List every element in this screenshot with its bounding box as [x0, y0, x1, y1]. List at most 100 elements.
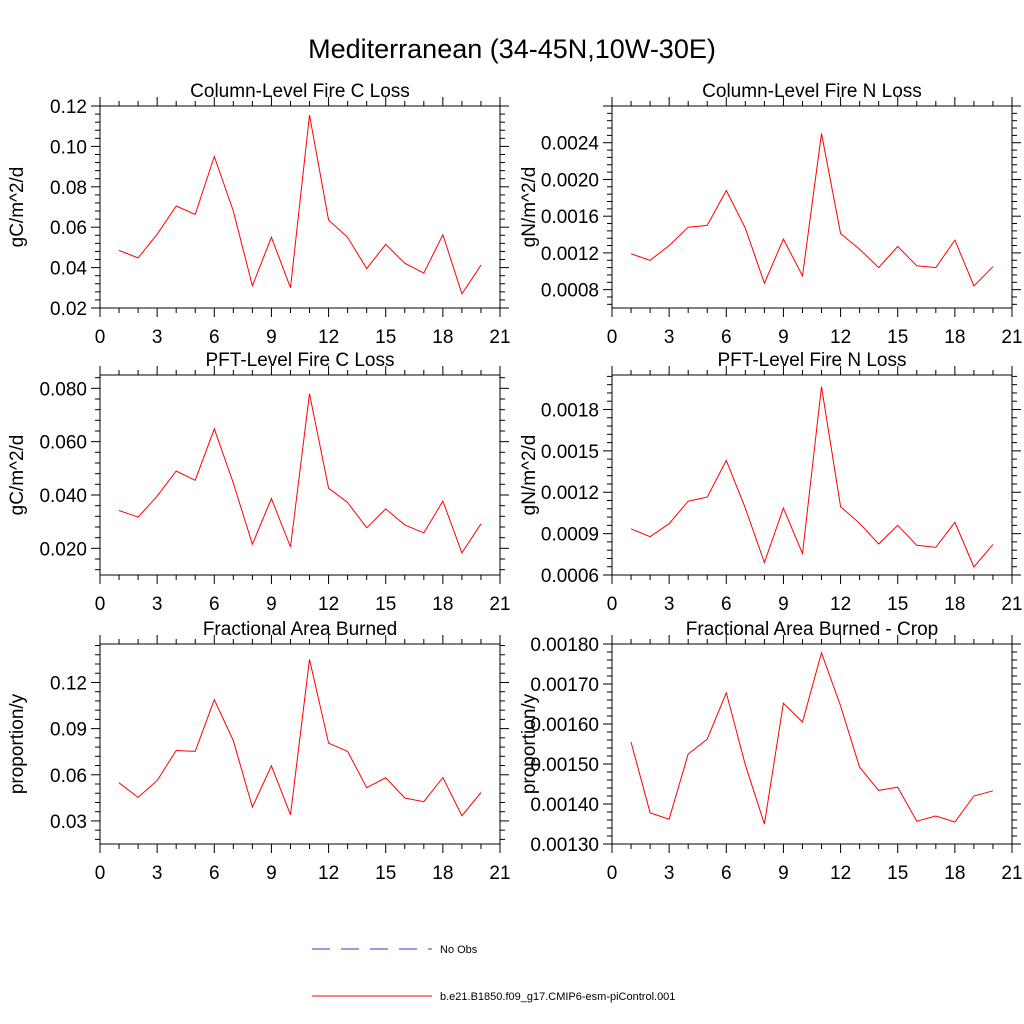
y-tick-label: 0.0016: [541, 207, 599, 228]
x-tick-label: 6: [209, 327, 220, 348]
y-tick-label: 0.02: [50, 299, 87, 320]
x-tick-label: 15: [887, 863, 908, 884]
x-tick-label: 12: [830, 594, 851, 615]
series-line: [118, 659, 482, 817]
x-tick-label: 15: [887, 594, 908, 615]
series-line: [630, 133, 994, 287]
y-tick-label: 0.04: [50, 259, 87, 280]
y-tick-label: 0.06: [50, 218, 87, 239]
legend-no-obs-label: No Obs: [440, 944, 478, 956]
x-tick-label: 12: [318, 327, 339, 348]
series-line: [118, 115, 482, 296]
x-tick-label: 9: [266, 327, 277, 348]
x-tick-label: 18: [432, 594, 453, 615]
y-tick-label: 0.08: [50, 178, 87, 199]
legend-series-label: b.e21.B1850.f09_g17.CMIP6-esm-piControl.…: [440, 991, 675, 1003]
x-tick-label: 18: [432, 863, 453, 884]
x-tick-label: 15: [887, 327, 908, 348]
x-tick-label: 18: [944, 327, 965, 348]
y-tick-label: 0.0012: [541, 483, 599, 504]
y-tick-label: 0.0006: [541, 566, 599, 587]
y-tick-label: 0.060: [39, 433, 87, 454]
x-tick-label: 21: [489, 327, 510, 348]
x-tick-label: 15: [375, 327, 396, 348]
y-tick-label: 0.00160: [530, 715, 599, 736]
x-tick-label: 21: [489, 594, 510, 615]
y-tick-label: 0.12: [50, 97, 87, 118]
plot-frame: [99, 374, 501, 576]
x-tick-label: 12: [830, 327, 851, 348]
y-axis-label: gN/m^2/d: [519, 435, 540, 516]
series-line: [118, 393, 482, 555]
x-tick-label: 21: [1001, 863, 1022, 884]
x-tick-label: 12: [318, 863, 339, 884]
x-tick-label: 21: [1001, 327, 1022, 348]
y-tick-label: 0.00130: [530, 835, 599, 856]
x-tick-label: 9: [778, 594, 789, 615]
y-axis-label: proportion/y: [519, 693, 540, 794]
x-tick-label: 3: [152, 863, 163, 884]
y-tick-label: 0.040: [39, 486, 87, 507]
y-tick-label: 0.06: [50, 766, 87, 787]
y-axis-label: gN/m^2/d: [519, 167, 540, 248]
y-tick-label: 0.03: [50, 812, 87, 833]
x-tick-label: 0: [607, 863, 618, 884]
y-tick-label: 0.020: [39, 539, 87, 560]
y-tick-label: 0.00180: [530, 635, 599, 656]
figure-title: Mediterranean (34-45N,10W-30E): [308, 34, 716, 64]
y-tick-label: 0.00170: [530, 675, 599, 696]
panel-title: Fractional Area Burned: [203, 619, 397, 640]
y-tick-label: 0.0024: [541, 134, 600, 155]
panel-pft-level-fire-n-loss: PFT-Level Fire N Loss gN/m^2/d 0 3 6 9 12 15 18 2…: [519, 350, 1023, 615]
x-tick-label: 0: [607, 327, 618, 348]
x-tick-label: 6: [209, 863, 220, 884]
series-line: [630, 651, 994, 825]
x-tick-label: 3: [664, 327, 675, 348]
x-tick-label: 9: [778, 863, 789, 884]
x-tick-label: 9: [266, 863, 277, 884]
plot-frame: [99, 643, 501, 845]
panel-column-level-fire-c-loss: Column-Level Fire C Loss gC/m^2/d 0 3 6 9 12 15…: [7, 81, 511, 348]
y-tick-label: 0.0020: [541, 170, 599, 191]
panel-title: Fractional Area Burned - Crop: [686, 619, 938, 640]
legend: No Obs b.e21.B1850.f09_g17.CMIP6-esm-piC…: [312, 944, 675, 1003]
plot-frame: [99, 105, 501, 309]
y-tick-label: 0.0008: [541, 281, 599, 302]
x-tick-label: 3: [664, 863, 675, 884]
series-line: [630, 386, 994, 568]
panel-column-level-fire-n-loss: Column-Level Fire N Loss gN/m^2/d 0 3 6 9 12 15…: [519, 81, 1023, 348]
x-tick-label: 15: [375, 863, 396, 884]
panel-fractional-area-burned: Fractional Area Burned proportion/y 0 3 6 9 12…: [7, 619, 511, 884]
x-tick-label: 3: [664, 594, 675, 615]
x-tick-label: 18: [944, 594, 965, 615]
y-tick-label: 0.0015: [541, 442, 599, 463]
y-axis-label: gC/m^2/d: [7, 167, 28, 248]
y-tick-label: 0.10: [50, 137, 87, 158]
x-tick-label: 0: [607, 594, 618, 615]
y-tick-label: 0.0009: [541, 525, 599, 546]
y-tick-label: 0.12: [50, 673, 87, 694]
y-axis-label: gC/m^2/d: [7, 435, 28, 516]
x-tick-label: 6: [209, 594, 220, 615]
x-tick-label: 6: [721, 327, 732, 348]
plot-frame: [611, 643, 1013, 845]
y-axis-label: proportion/y: [7, 693, 28, 794]
x-tick-label: 15: [375, 594, 396, 615]
x-tick-label: 6: [721, 594, 732, 615]
x-tick-label: 3: [152, 594, 163, 615]
x-tick-label: 18: [432, 327, 453, 348]
panel-title: PFT-Level Fire N Loss: [718, 350, 907, 371]
y-tick-label: 0.00140: [530, 795, 599, 816]
plot-frame: [611, 374, 1013, 576]
x-tick-label: 18: [944, 863, 965, 884]
panel-pft-level-fire-c-loss: PFT-Level Fire C Loss gC/m^2/d 0 3 6 9 12 15 18 2…: [7, 350, 511, 615]
panel-title: PFT-Level Fire C Loss: [206, 350, 395, 371]
panels: Column-Level Fire C Loss gC/m^2/d 0 3 6 9 12 15…: [7, 81, 1023, 884]
panel-fractional-area-burned-crop: Fractional Area Burned - Crop proportion/…: [519, 619, 1023, 884]
x-tick-label: 3: [152, 327, 163, 348]
y-tick-label: 0.080: [39, 379, 87, 400]
x-tick-label: 9: [266, 594, 277, 615]
x-tick-label: 6: [721, 863, 732, 884]
x-tick-label: 21: [1001, 594, 1022, 615]
